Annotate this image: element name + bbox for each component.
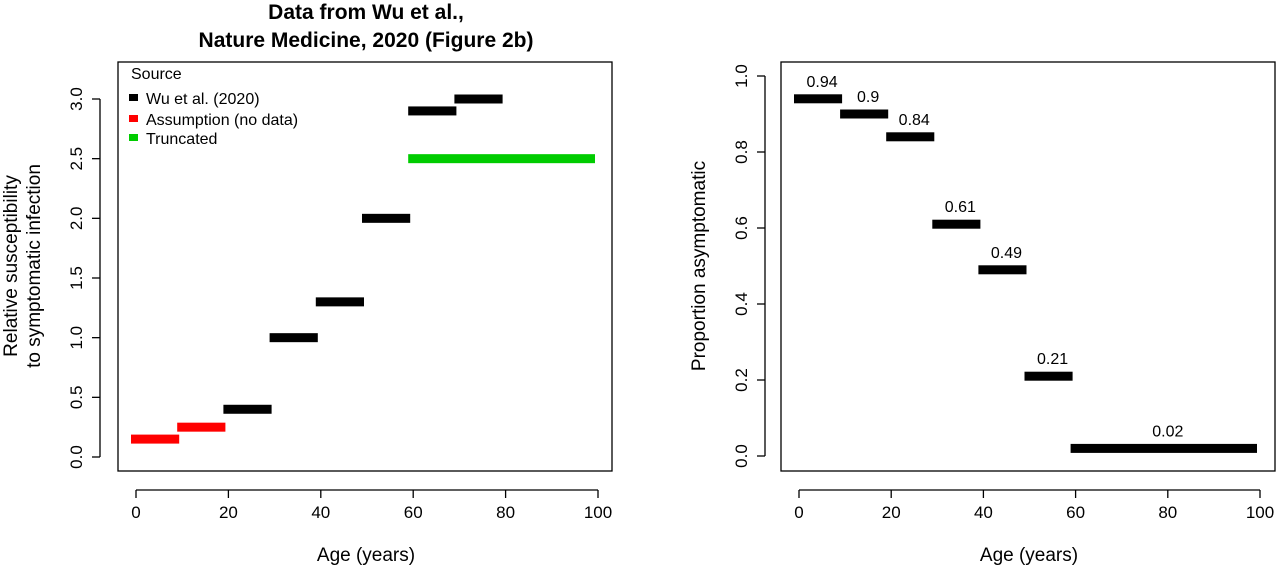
left-x-tick-label: 40 [311,503,330,522]
left-y-tick-label: 0.0 [67,445,86,469]
right-x-tick-label: 20 [882,503,901,522]
right-data-label: 0.49 [991,245,1022,262]
left-segment [177,422,226,432]
legend-swatch-assumption [129,115,138,122]
left-x-tick-label: 60 [404,503,423,522]
left-y-tick-label: 3.0 [67,87,86,111]
right-segment [978,265,1027,275]
right-chart: 0 20 40 60 80 100 0.0 0.2 0.4 0.6 0.8 1.0 Age (yea… [689,61,1276,566]
left-y-axis-label-line-2: to symptomatic infection [24,164,45,368]
left-y-tick-label: 1.0 [67,326,86,350]
right-data-label: 0.94 [806,74,837,91]
legend-title: Source [131,66,182,83]
right-segment [840,109,889,119]
legend: Source Wu et al. (2020) Assumption (no d… [129,66,298,148]
left-chart: Data from Wu et al., Nature Medicine, 20… [1,1,613,566]
right-segment [886,132,935,142]
right-segment [794,94,843,104]
left-x-tick-label: 0 [131,503,140,522]
left-segment [408,106,457,116]
legend-label-wu: Wu et al. (2020) [146,91,260,108]
right-plot-frame [780,61,1276,472]
left-y-tick-label: 2.5 [67,147,86,171]
left-y-tick-label: 2.0 [67,207,86,231]
right-y-tick-label: 0.8 [732,140,751,164]
left-y-tick-label: 1.5 [67,266,86,290]
right-data-label: 0.9 [857,89,879,106]
legend-label-truncated: Truncated [146,131,217,148]
left-segment [454,94,503,104]
left-y-axis: 0.0 0.5 1.0 1.5 2.0 2.5 3.0 [67,87,101,469]
right-data-label: 0.02 [1152,423,1183,440]
left-x-tick-label: 80 [496,503,515,522]
legend-label-assumption: Assumption (no data) [146,112,298,129]
left-segment [223,404,272,414]
left-plot-frame [117,61,613,472]
left-y-axis-label-line-1: Relative susceptibility [1,175,22,357]
right-x-tick-label: 40 [974,503,993,522]
right-segment [1024,371,1073,381]
right-y-tick-label: 0.0 [732,444,751,468]
left-x-tick-label: 100 [584,503,612,522]
right-segment [932,219,981,229]
left-title-line-2: Nature Medicine, 2020 (Figure 2b) [199,29,534,52]
right-segment [1070,443,1257,453]
left-segments [131,94,595,444]
left-segment [408,154,595,164]
right-x-axis: 0 20 40 60 80 100 [794,489,1274,522]
right-y-axis: 0.0 0.2 0.4 0.6 0.8 1.0 [732,64,766,468]
left-segment [269,333,318,343]
right-data-labels: 0.94 0.9 0.84 0.61 0.49 0.21 0.02 [806,74,1183,441]
right-y-tick-label: 0.6 [732,216,751,240]
left-y-tick-label: 0.5 [67,386,86,410]
right-x-tick-label: 100 [1246,503,1274,522]
left-x-tick-label: 20 [219,503,238,522]
legend-swatch-truncated [129,134,138,141]
right-data-label: 0.61 [945,199,976,216]
left-segment [362,213,411,223]
right-x-tick-label: 60 [1066,503,1085,522]
right-x-tick-label: 80 [1158,503,1177,522]
left-title-line-1: Data from Wu et al., [268,1,464,24]
left-segment [315,297,364,307]
right-y-axis-label: Proportion asymptomatic [689,161,710,371]
right-y-tick-label: 0.2 [732,368,751,392]
left-segment [131,434,180,444]
left-x-axis-label: Age (years) [317,545,415,566]
right-x-tick-label: 0 [794,503,803,522]
right-x-axis-label: Age (years) [980,545,1078,566]
right-data-label: 0.84 [899,112,930,129]
left-x-axis: 0 20 40 60 80 100 [131,489,612,522]
right-y-tick-label: 1.0 [732,64,751,88]
right-segments [794,94,1257,453]
right-data-label: 0.21 [1037,351,1068,368]
legend-swatch-wu [129,94,138,101]
right-y-tick-label: 0.4 [732,292,751,316]
